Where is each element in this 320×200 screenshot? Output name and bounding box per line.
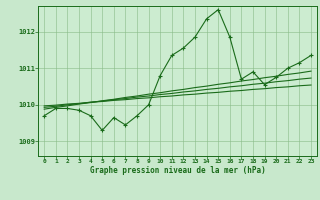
X-axis label: Graphe pression niveau de la mer (hPa): Graphe pression niveau de la mer (hPa) [90, 166, 266, 175]
